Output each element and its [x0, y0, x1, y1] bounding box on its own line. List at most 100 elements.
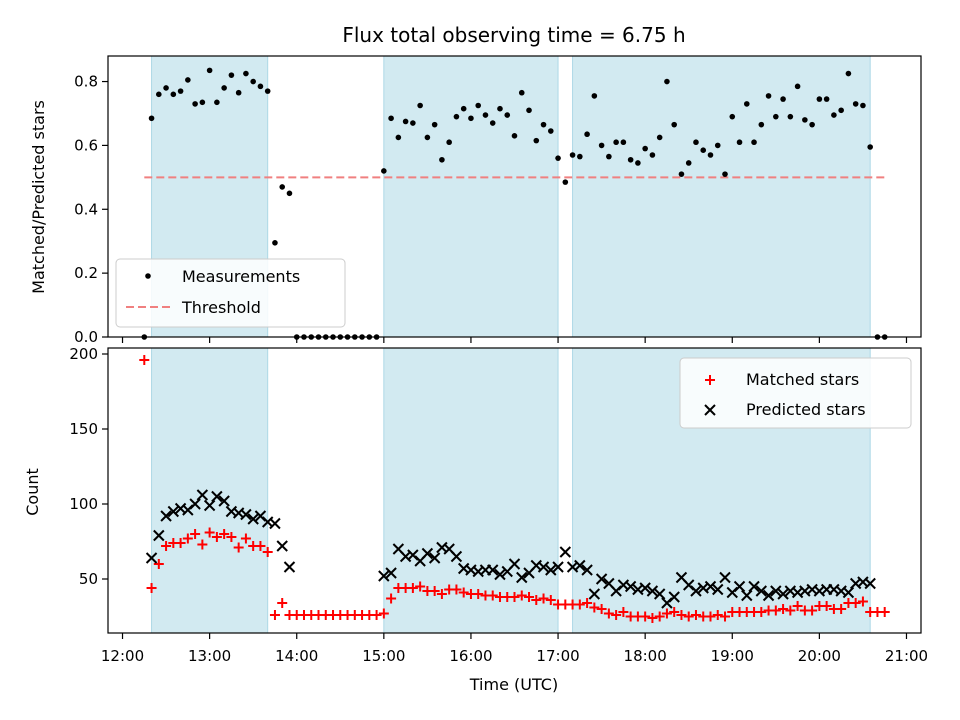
predicted-star-point	[428, 552, 441, 564]
y-tick-label: 0.0	[74, 328, 98, 346]
matched-star-point	[386, 593, 397, 604]
bottom-x-ticks: 12:00 13:00 14:00 15:00 16:00 17:00 18:00 19:00…	[101, 633, 928, 665]
matched-star-point	[654, 611, 665, 622]
measurement-point	[388, 115, 394, 122]
matched-star-point	[574, 599, 585, 610]
bottom-legend: Matched stars Predicted stars	[679, 357, 912, 429]
matched-star-point	[545, 595, 556, 605]
matched-star-point	[705, 611, 716, 622]
matched-star-point	[233, 542, 244, 553]
measurement-point	[773, 113, 779, 120]
measurement-point	[453, 113, 460, 120]
top-x-ticks	[121, 337, 908, 343]
measurement-point	[402, 118, 409, 125]
measurement-point	[787, 113, 794, 120]
matched-star-point	[219, 529, 230, 539]
legend-measurements-marker	[145, 273, 151, 279]
matched-star-point	[161, 541, 172, 551]
legend-threshold-label: Threshold	[181, 298, 261, 317]
predicted-star-point	[588, 588, 601, 600]
measurement-point	[410, 120, 416, 126]
predicted-star-point	[668, 591, 680, 603]
predicted-star-point	[283, 561, 296, 573]
measurement-point	[802, 117, 808, 123]
matched-star-point	[269, 610, 280, 620]
predicted-star-point	[842, 586, 855, 599]
matched-star-point	[153, 559, 164, 569]
measurement-point	[656, 134, 663, 141]
measurement-point	[460, 105, 467, 112]
matched-star-point	[197, 539, 208, 550]
predicted-star-point	[741, 589, 753, 602]
predicted-star-point	[240, 508, 252, 521]
measurement-point	[272, 240, 278, 246]
top-legend: Measurements Threshold	[115, 258, 346, 328]
measurement-point	[279, 184, 286, 190]
matched-star-point	[531, 595, 542, 605]
measurement-point	[591, 93, 598, 99]
predicted-star-point	[247, 513, 259, 525]
predicted-star-point	[639, 582, 651, 594]
predicted-star-point	[777, 588, 789, 600]
x-tick-label: 13:00	[188, 647, 231, 665]
legend-measurements-label: Measurements	[182, 267, 300, 286]
predicted-star-point	[145, 552, 158, 564]
measurement-point	[468, 115, 474, 122]
matched-star-point	[661, 608, 672, 619]
x-tick-label: 20:00	[798, 647, 841, 665]
matched-star-point	[204, 527, 215, 538]
measurement-point	[439, 156, 445, 163]
predicted-star-point	[595, 573, 608, 585]
measurement-point	[867, 144, 873, 150]
legend-box	[679, 357, 912, 429]
shaded-interval-1	[151, 347, 269, 634]
measurement-point	[758, 121, 765, 128]
measurement-point	[714, 142, 721, 149]
bottom-axes-frame	[107, 347, 922, 634]
predicted-star-point	[624, 580, 637, 593]
legend-matched-label: Matched stars	[746, 370, 859, 389]
measurement-point	[555, 155, 561, 161]
predicted-star-point	[704, 580, 717, 593]
measurement-point	[533, 137, 540, 144]
predicted-star-point	[189, 498, 201, 510]
matched-star-point	[458, 587, 469, 598]
measurement-point	[838, 107, 844, 114]
measurement-point	[765, 93, 772, 99]
measurement-point	[620, 139, 627, 146]
measurement-point	[192, 101, 198, 107]
matched-star-point	[378, 608, 389, 619]
legend-box	[115, 258, 346, 328]
measurement-point	[649, 152, 656, 158]
measurement-point	[729, 113, 736, 120]
measurement-point	[598, 142, 605, 149]
shaded-interval-2	[383, 55, 559, 338]
top-y-axis-label: Matched/Predicted stars	[29, 100, 48, 294]
measurement-point	[214, 99, 220, 106]
measurement-point	[584, 131, 590, 138]
measurement-point	[664, 78, 670, 85]
measurement-point	[235, 89, 242, 96]
matched-star-point	[139, 355, 150, 365]
measurement-point	[642, 145, 648, 152]
predicted-star-point	[755, 585, 768, 597]
predicted-star-point	[545, 564, 557, 576]
measurement-points	[141, 67, 888, 340]
x-tick-label: 15:00	[362, 647, 405, 665]
matched-star-point	[879, 607, 890, 617]
predicted-star-point	[196, 489, 209, 501]
predicted-star-point	[762, 589, 775, 602]
measurement-point	[794, 83, 801, 90]
matched-star-point	[407, 583, 418, 593]
measurement-point	[185, 77, 191, 83]
measurement-point	[250, 78, 256, 85]
matched-star-point	[676, 610, 687, 620]
matched-star-point	[487, 590, 498, 601]
predicted-star-point	[516, 571, 528, 584]
x-tick-label: 17:00	[536, 647, 579, 665]
predicted-star-point	[574, 559, 586, 572]
matched-star-point	[778, 604, 789, 614]
measurement-point	[569, 152, 576, 158]
predicted-star-point	[559, 546, 572, 558]
y-tick-label: 150	[69, 420, 98, 438]
